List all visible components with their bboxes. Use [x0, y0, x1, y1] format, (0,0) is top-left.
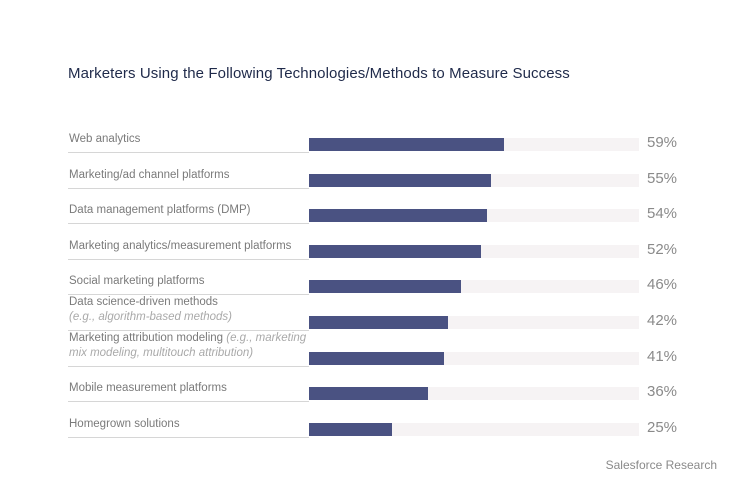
row-divider — [68, 152, 309, 153]
bar — [309, 351, 445, 365]
category-label-text: Data science-driven methods — [69, 296, 218, 308]
value-label: 41% — [647, 347, 678, 365]
chart-title: Marketers Using the Following Technologi… — [68, 65, 570, 82]
value-label: 54% — [647, 205, 678, 223]
bar — [309, 316, 448, 329]
value-label: 25% — [647, 418, 678, 436]
bar — [309, 209, 488, 223]
bar — [309, 387, 428, 401]
bar — [309, 173, 491, 187]
row-divider — [68, 294, 309, 296]
bar-row: Marketing analytics/measurement platform… — [0, 240, 750, 260]
category-label: Mobile measurement platforms — [69, 381, 309, 396]
value-label: 42% — [647, 312, 678, 329]
category-label-text: Homegrown solutions — [69, 417, 180, 430]
bar-row: Data management platforms (DMP) 54% — [0, 204, 750, 225]
category-label-text: Data management platforms (DMP) — [69, 204, 251, 217]
row-divider — [68, 187, 309, 189]
source-label: Salesforce Research — [605, 458, 717, 472]
row-divider — [68, 436, 309, 438]
bar — [309, 280, 461, 294]
bar — [309, 244, 481, 258]
bar-row: Data science-driven methods (e.g., algor… — [0, 296, 750, 331]
category-label-text: Marketing analytics/measurement platform… — [69, 239, 292, 252]
value-label: 59% — [647, 134, 678, 151]
bar-row: Marketing attribution modeling (e.g., ma… — [0, 332, 750, 367]
bar-row: Homegrown solutions 25% — [0, 418, 750, 438]
row-divider — [68, 365, 309, 367]
category-label: Marketing attribution modeling (e.g., ma… — [69, 331, 309, 361]
value-label: 36% — [647, 383, 678, 401]
bar-track — [309, 422, 639, 436]
category-label-text: Marketing/ad channel platforms — [69, 168, 230, 181]
bar — [309, 422, 392, 436]
bar — [309, 138, 504, 151]
category-label: Homegrown solutions — [69, 417, 309, 432]
row-divider — [68, 330, 309, 331]
category-label: Data science-driven methods (e.g., algor… — [69, 295, 309, 325]
row-divider — [68, 401, 309, 403]
category-note: (e.g., algorithm-based methods) — [69, 311, 232, 323]
row-divider — [68, 223, 309, 225]
category-label: Marketing analytics/measurement platform… — [69, 239, 309, 254]
bar-row: Marketing/ad channel platforms 55% — [0, 169, 750, 189]
category-label: Data management platforms (DMP) — [69, 203, 309, 218]
category-label-text: Web analytics — [69, 133, 141, 145]
category-label: Marketing/ad channel platforms — [69, 168, 309, 183]
bar-row: Web analytics 59% — [0, 133, 750, 153]
bar-row: Mobile measurement platforms 36% — [0, 382, 750, 403]
category-label-text: Mobile measurement platforms — [69, 382, 227, 395]
category-label-text: Marketing attribution modeling — [69, 331, 224, 344]
value-label: 46% — [647, 276, 678, 294]
category-note: (e.g., marketing mix modeling, multitouc… — [69, 331, 307, 359]
category-label: Social marketing platforms — [69, 274, 309, 289]
category-label-text: Social marketing platforms — [69, 275, 205, 288]
row-divider — [68, 258, 309, 260]
category-label: Web analytics — [69, 132, 309, 147]
value-label: 52% — [647, 240, 678, 258]
value-label: 55% — [647, 169, 678, 187]
bar-row: Social marketing platforms 46% — [0, 275, 750, 296]
